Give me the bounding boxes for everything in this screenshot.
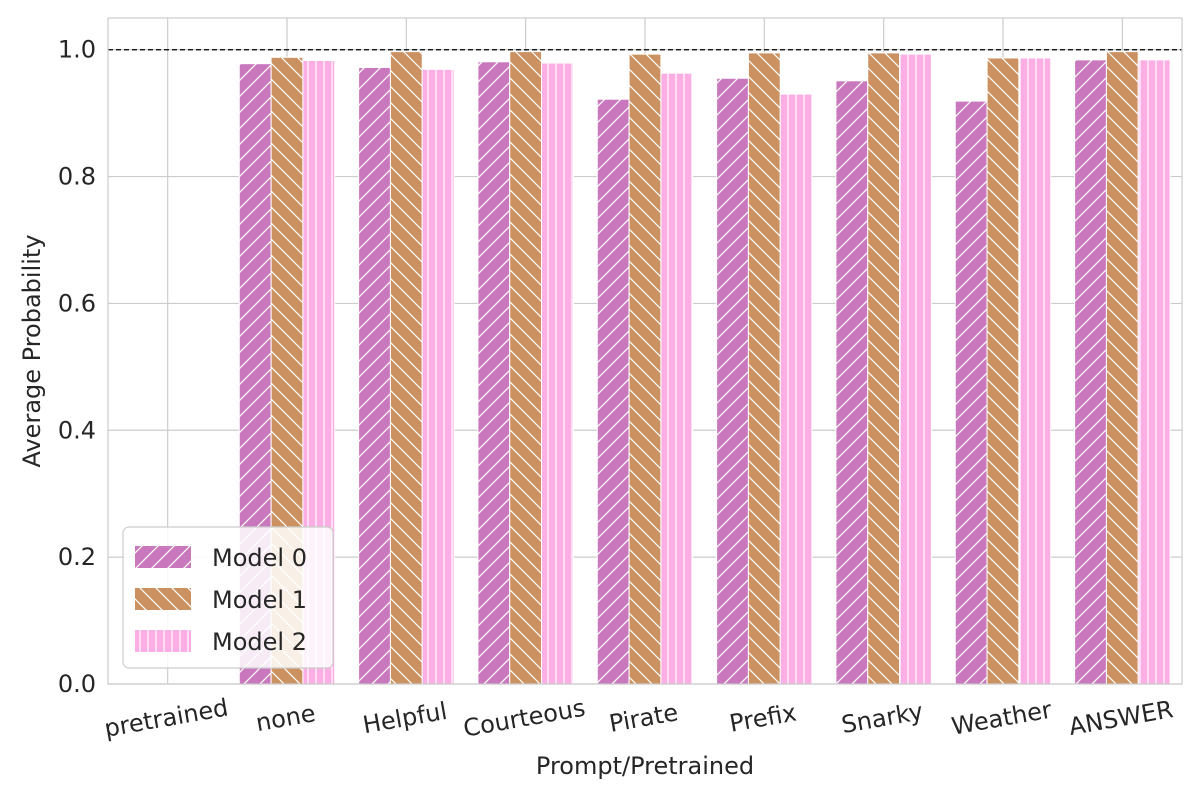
bar-model-2-snarky xyxy=(899,53,932,685)
y-axis-label: Average Probability xyxy=(18,234,46,467)
bar-model-1-snarky xyxy=(867,52,901,685)
bar-model-0-pirate xyxy=(596,98,630,685)
x-tick-label-helpful: Helpful xyxy=(361,697,450,739)
y-tick-label: 0.2 xyxy=(58,543,96,571)
bar-model-0-helpful xyxy=(358,66,391,685)
x-tick-label-pirate: Pirate xyxy=(607,698,680,738)
y-tick-label: 0.4 xyxy=(58,416,96,444)
bar-model-0-courteous xyxy=(477,61,511,685)
bar-model-1-weather xyxy=(986,57,1020,685)
bar-model-2-answer xyxy=(1137,59,1171,685)
legend-item-model-1: Model 1 xyxy=(135,586,307,614)
bar-model-0-weather xyxy=(954,100,988,685)
x-tick-label-none: none xyxy=(254,699,318,737)
x-tick-label-prefix: Prefix xyxy=(727,698,798,737)
bar-model-0-prefix xyxy=(716,77,749,685)
bar-model-2-helpful xyxy=(421,68,455,685)
bar-model-1-pirate xyxy=(628,53,662,685)
bar-model-2-courteous xyxy=(541,62,574,685)
bar-model-0-answer xyxy=(1074,59,1107,685)
x-axis-label: Prompt/Pretrained xyxy=(536,752,754,780)
legend-label: Model 0 xyxy=(212,544,307,572)
y-tick-label: 1.0 xyxy=(58,36,96,64)
bar-model-2-prefix xyxy=(779,93,813,685)
y-tick-label: 0.8 xyxy=(58,163,96,191)
x-tick-label-answer: ANSWER xyxy=(1067,695,1175,741)
legend-label: Model 1 xyxy=(212,586,307,614)
bar-model-2-weather xyxy=(1018,57,1052,685)
bar-model-2-pirate xyxy=(660,72,694,685)
legend-item-model-2: Model 2 xyxy=(135,628,307,656)
plot-frame xyxy=(107,17,1183,685)
y-tick-label: 0.0 xyxy=(58,670,96,698)
x-tick-labels: pretrained none Helpful Courteous Pirate Pref… xyxy=(102,693,1175,742)
bar-model-0-snarky xyxy=(835,80,869,685)
bar-model-1-answer xyxy=(1105,51,1139,685)
x-tick-label-weather: Weather xyxy=(949,696,1054,741)
x-tick-label-courteous: Courteous xyxy=(461,694,587,743)
y-tick-labels: 0.0 0.2 0.4 0.6 0.8 1.0 xyxy=(58,36,96,698)
x-tick-label-pretrained: pretrained xyxy=(102,693,230,742)
bars xyxy=(238,51,1171,685)
bar-model-1-helpful xyxy=(389,51,423,685)
legend-item-model-0: Model 0 xyxy=(135,544,307,572)
y-tick-label: 0.6 xyxy=(58,289,96,317)
bar-model-1-courteous xyxy=(509,51,543,685)
bar-model-1-prefix xyxy=(747,52,781,685)
legend: Model 0 Model 1 Model 2 xyxy=(122,526,334,669)
x-tick-label-snarky: Snarky xyxy=(839,697,925,739)
legend-label: Model 2 xyxy=(212,628,307,656)
